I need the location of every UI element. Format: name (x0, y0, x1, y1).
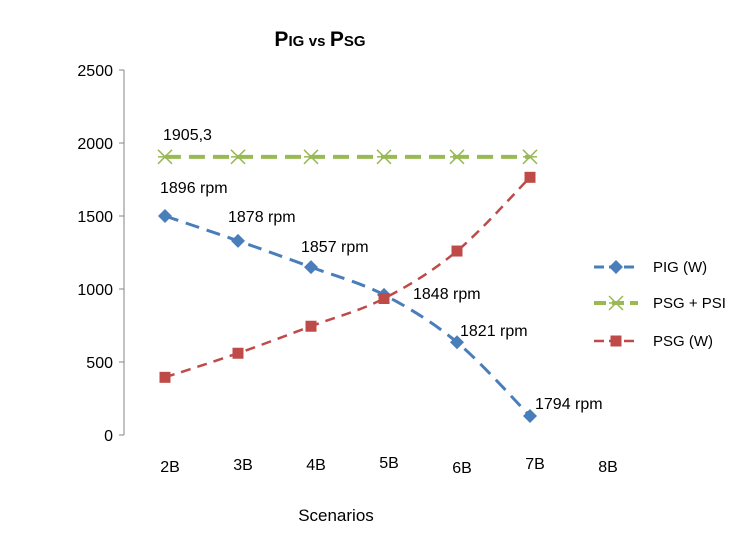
y-tick-label: 2500 (77, 63, 113, 80)
data-point (523, 409, 537, 424)
y-tick-label: 500 (86, 355, 113, 372)
data-label: 1857 rpm (301, 239, 369, 256)
x-tick-label: 5B (379, 455, 399, 472)
y-tick-label: 1000 (77, 282, 113, 299)
data-label: 1878 rpm (228, 209, 296, 226)
data-label: 1905,3 (163, 127, 212, 144)
data-point (609, 260, 623, 274)
legend-label: PIG (W) (653, 259, 707, 276)
x-axis-title: Scenarios (298, 506, 374, 525)
data-point (231, 233, 245, 248)
x-tick-label: 8B (598, 459, 618, 476)
legend-item: PSG + PSI (594, 295, 726, 312)
x-tick-label: 3B (233, 457, 253, 474)
data-label: 1896 rpm (160, 180, 228, 197)
star-marker-stroke (608, 295, 624, 311)
axes: 0 500 1000 1500 2000 2500 2B 3B 4B 5B 6B 7B 8B Scenar… (77, 63, 617, 525)
star-marker-stroke (230, 149, 246, 165)
data-point (449, 149, 465, 165)
data-point (376, 149, 392, 165)
star-marker-stroke (376, 149, 392, 165)
y-tick-label: 2000 (77, 136, 113, 153)
data-point (232, 347, 244, 359)
data-label: 1848 rpm (413, 286, 481, 303)
x-tick-label: 7B (525, 456, 545, 473)
legend-item: PSG (W) (594, 333, 713, 350)
star-marker-stroke (522, 149, 538, 165)
star-marker-stroke (303, 149, 319, 165)
x-tick-label: 2B (160, 459, 180, 476)
x-tick-label: 4B (306, 457, 326, 474)
legend-label: PSG (W) (653, 333, 713, 350)
data-point (524, 171, 536, 183)
y-tick-label: 0 (104, 428, 113, 445)
data-label: 1821 rpm (460, 323, 528, 340)
chart-title: PIG vs PSG (274, 28, 366, 51)
legend-label: PSG + PSI (653, 295, 726, 312)
star-marker-stroke (157, 149, 173, 165)
data-point (304, 260, 318, 275)
data-point (451, 245, 463, 257)
x-tick-label: 6B (452, 460, 472, 477)
legend-item: PIG (W) (594, 259, 707, 276)
data-point (305, 320, 317, 332)
data-point (522, 149, 538, 165)
data-point (608, 295, 624, 311)
data-point (159, 371, 171, 383)
star-marker-stroke (449, 149, 465, 165)
series-3 (159, 171, 536, 383)
data-point (303, 149, 319, 165)
series-2 (157, 149, 538, 165)
data-label: 1794 rpm (535, 396, 603, 413)
series-layer (157, 149, 538, 424)
data-point (378, 292, 390, 304)
legend: PIG (W) PSG + PSI PSG (W) (594, 259, 726, 350)
data-point (158, 209, 172, 223)
data-point (230, 149, 246, 165)
data-point (450, 335, 464, 350)
data-point (610, 335, 622, 347)
data-point (157, 149, 173, 165)
series-line (164, 176, 531, 379)
y-tick-label: 1500 (77, 209, 113, 226)
